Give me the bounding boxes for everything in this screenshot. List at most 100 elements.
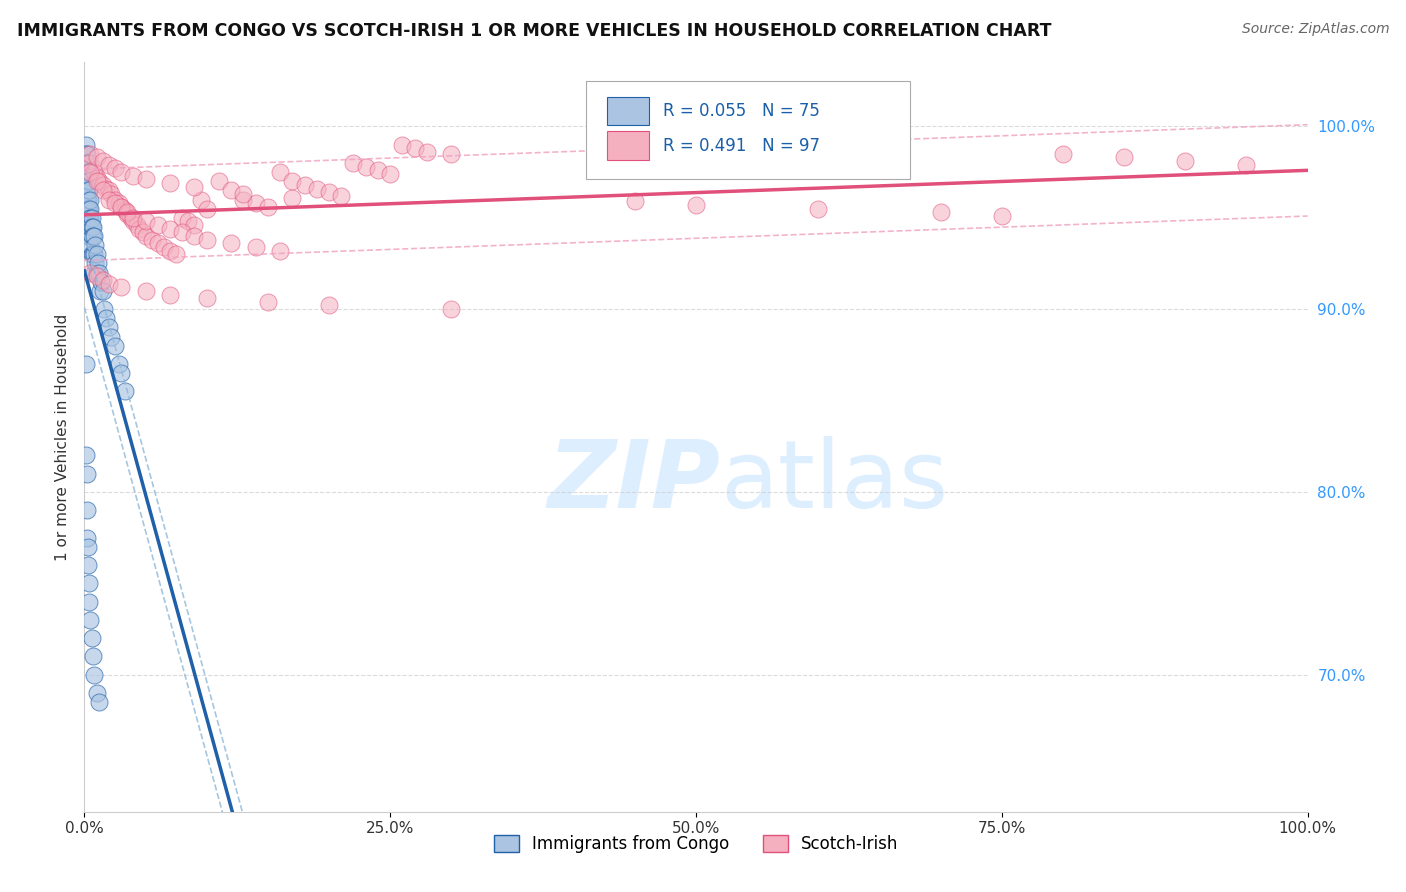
Point [104, 193, 127, 207]
Point [89, 284, 111, 298]
Legend: Immigrants from Congo, Scotch-Irish: Immigrants from Congo, Scotch-Irish [486, 828, 905, 860]
FancyBboxPatch shape [586, 81, 910, 178]
Point [75, 183, 97, 197]
Point [100, 187, 122, 202]
Point [75, 156, 97, 170]
Point [318, 185, 340, 199]
Point [77, 193, 100, 207]
Point [86, 247, 108, 261]
Point [83, 229, 105, 244]
Point [141, 233, 163, 247]
Point [83, 247, 105, 261]
Point [195, 202, 218, 216]
Point [219, 183, 242, 197]
Point [110, 200, 132, 214]
Point [86, 686, 108, 700]
Point [219, 236, 242, 251]
Point [114, 203, 136, 218]
Point [86, 269, 108, 284]
Text: IMMIGRANTS FROM CONGO VS SCOTCH-IRISH 1 OR MORE VEHICLES IN HOUSEHOLD CORRELATIO: IMMIGRANTS FROM CONGO VS SCOTCH-IRISH 1 … [17, 22, 1052, 40]
Point [245, 240, 267, 254]
Point [75, 137, 97, 152]
Point [87, 695, 110, 709]
Point [128, 221, 150, 235]
Point [77, 229, 100, 244]
Point [110, 280, 132, 294]
Point [125, 218, 148, 232]
Text: Source: ZipAtlas.com: Source: ZipAtlas.com [1241, 22, 1389, 37]
Point [96, 181, 118, 195]
Point [87, 266, 110, 280]
Point [107, 196, 129, 211]
Point [91, 183, 114, 197]
Point [77, 183, 100, 197]
Point [87, 256, 110, 270]
Point [75, 165, 97, 179]
Bar [606, 131, 650, 160]
Point [110, 200, 132, 214]
Point [75, 146, 97, 161]
Point [76, 503, 98, 517]
Point [75, 174, 97, 188]
Point [416, 145, 439, 159]
Text: atlas: atlas [720, 436, 949, 528]
Point [807, 202, 830, 216]
Point [232, 187, 254, 202]
Point [318, 298, 340, 312]
Point [183, 179, 205, 194]
Point [269, 165, 291, 179]
Point [77, 540, 100, 554]
Point [440, 146, 463, 161]
Point [82, 649, 104, 664]
Point [115, 205, 138, 219]
Point [75, 202, 97, 216]
Point [208, 174, 231, 188]
Point [79, 219, 101, 234]
Point [83, 165, 105, 179]
Point [404, 141, 426, 155]
Point [122, 211, 145, 225]
Point [1174, 154, 1197, 169]
Point [190, 193, 212, 207]
Point [104, 339, 127, 353]
Point [135, 214, 157, 228]
Point [97, 193, 120, 207]
Point [195, 233, 218, 247]
Point [79, 238, 101, 252]
Point [76, 165, 98, 179]
Point [172, 211, 194, 225]
Point [77, 558, 100, 572]
Point [86, 170, 108, 185]
Point [135, 229, 157, 244]
Point [624, 194, 647, 209]
Point [354, 160, 377, 174]
Point [93, 302, 115, 317]
Point [77, 576, 100, 591]
Point [929, 205, 952, 219]
Point [269, 244, 291, 258]
Point [91, 178, 114, 192]
Point [90, 275, 112, 289]
Point [80, 211, 103, 225]
Point [79, 156, 101, 170]
Point [80, 229, 103, 244]
Point [76, 193, 98, 207]
Point [281, 191, 304, 205]
Point [75, 193, 97, 207]
Point [135, 172, 157, 186]
Point [159, 221, 181, 235]
Point [77, 165, 100, 179]
Point [305, 181, 328, 195]
Point [114, 384, 136, 399]
Point [135, 284, 157, 298]
Point [76, 467, 98, 481]
Point [76, 146, 98, 161]
Point [146, 218, 169, 232]
Point [115, 207, 138, 221]
Point [77, 211, 100, 225]
Point [79, 266, 101, 280]
Point [153, 240, 176, 254]
Point [97, 277, 120, 291]
Point [159, 176, 181, 190]
Point [107, 357, 129, 371]
